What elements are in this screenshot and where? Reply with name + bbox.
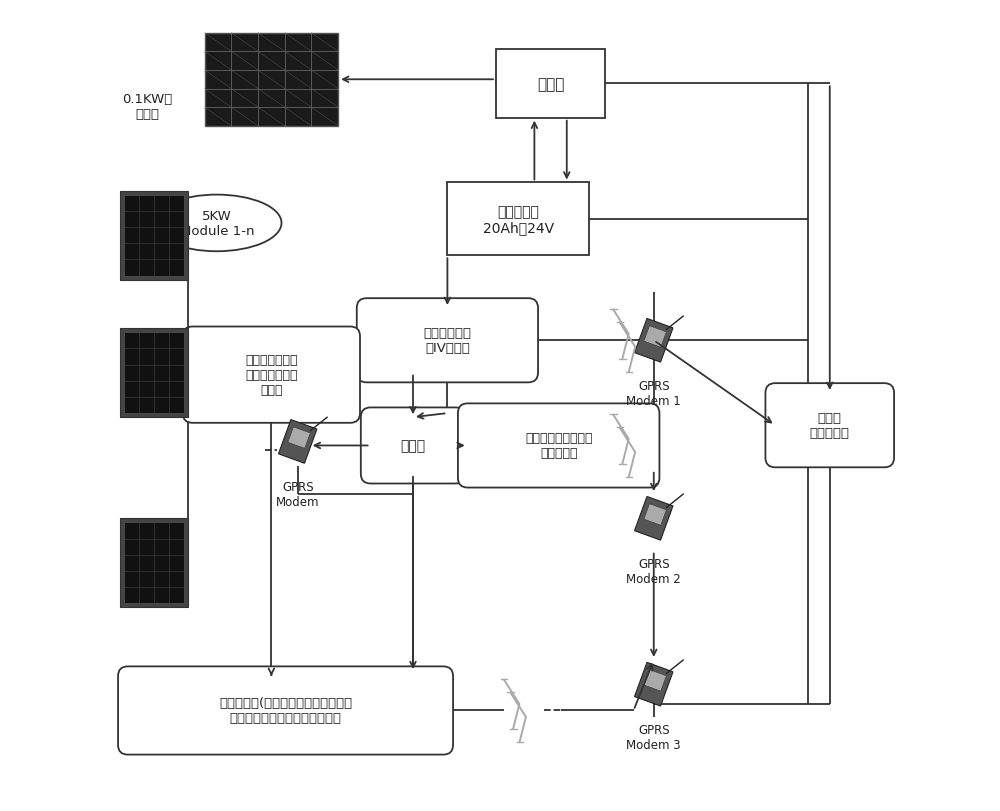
FancyBboxPatch shape [644, 326, 666, 348]
FancyBboxPatch shape [447, 183, 589, 256]
Text: 控制器: 控制器 [537, 77, 564, 92]
Text: 各模组的直流电
流、电压、功率
检测器: 各模组的直流电 流、电压、功率 检测器 [245, 354, 298, 397]
Text: GPRS
Modem 2: GPRS Modem 2 [626, 557, 681, 586]
FancyBboxPatch shape [635, 663, 673, 706]
Bar [120, 519, 188, 607]
Text: 逆变器: 逆变器 [400, 439, 426, 453]
FancyBboxPatch shape [496, 50, 605, 118]
FancyBboxPatch shape [635, 319, 673, 363]
FancyBboxPatch shape [458, 404, 659, 488]
Text: 各模组总的直
流IV检测器: 各模组总的直 流IV检测器 [423, 327, 471, 355]
Text: 5KW
Module 1-n: 5KW Module 1-n [180, 210, 254, 238]
FancyBboxPatch shape [118, 667, 453, 755]
FancyBboxPatch shape [288, 427, 310, 448]
Text: 总交流电流、电压、
功率检测器: 总交流电流、电压、 功率检测器 [525, 432, 592, 460]
Bar [124, 195, 184, 277]
Text: 环境检测仪(温度、湿度、光照、风向
风量、气压），电池温度传感器: 环境检测仪(温度、湿度、光照、风向 风量、气压），电池温度传感器 [219, 697, 352, 724]
FancyBboxPatch shape [644, 670, 666, 691]
FancyBboxPatch shape [765, 384, 894, 468]
Bar [205, 34, 338, 127]
Text: GPRS
Modem 1: GPRS Modem 1 [626, 380, 681, 407]
Text: 储能电池组
20Ah，24V: 储能电池组 20Ah，24V [483, 204, 554, 234]
Text: 0.1KW光
伏电站: 0.1KW光 伏电站 [122, 92, 172, 121]
Bar [120, 191, 188, 281]
FancyBboxPatch shape [635, 497, 673, 540]
Text: 分中心
数据采集器: 分中心 数据采集器 [810, 412, 850, 440]
FancyBboxPatch shape [644, 504, 666, 526]
Text: GPRS
Modem 3: GPRS Modem 3 [626, 723, 681, 751]
Bar [120, 328, 188, 418]
FancyBboxPatch shape [357, 298, 538, 383]
FancyBboxPatch shape [361, 408, 465, 484]
FancyBboxPatch shape [278, 420, 317, 464]
FancyBboxPatch shape [183, 327, 360, 423]
Bar [124, 333, 184, 414]
Text: GPRS
Modem: GPRS Modem [276, 480, 319, 508]
Ellipse shape [152, 195, 282, 252]
Bar [124, 523, 184, 603]
